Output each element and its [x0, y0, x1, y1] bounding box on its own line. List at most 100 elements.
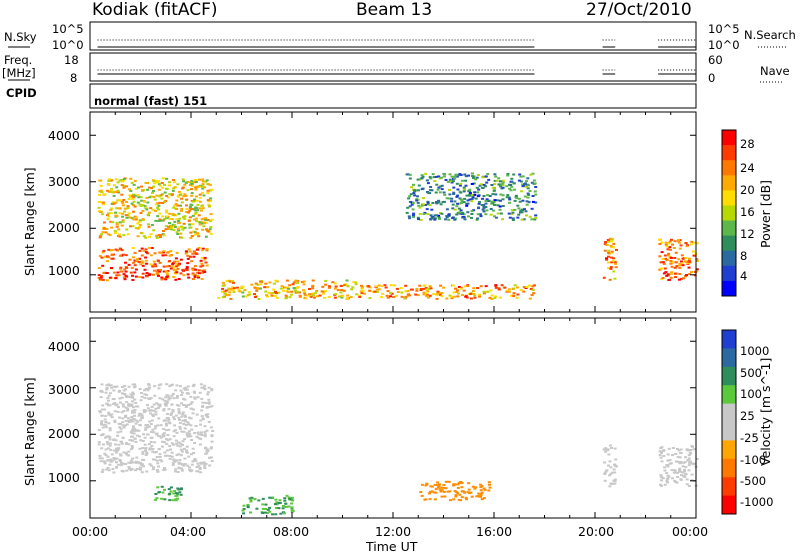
velocity-cell	[127, 466, 131, 469]
power-cell	[489, 213, 493, 216]
power-cell	[154, 219, 158, 222]
velocity-cell	[200, 397, 204, 400]
power-cell	[147, 223, 150, 226]
velocity-cell	[271, 513, 274, 516]
power-cell	[474, 197, 478, 200]
power-cell	[159, 252, 163, 255]
power-cell	[140, 254, 144, 257]
power-cell	[464, 175, 468, 178]
power-cell	[610, 256, 613, 259]
power-cell	[667, 278, 671, 281]
power-cell	[606, 239, 610, 241]
power-cell	[132, 261, 136, 264]
velocity-cell	[671, 447, 675, 449]
power-cell	[110, 191, 114, 194]
power-cell	[134, 218, 138, 221]
power-cell	[520, 208, 524, 211]
velocity-cell	[106, 397, 110, 400]
power-cell	[477, 194, 481, 197]
power-cb-8: 8	[740, 249, 748, 263]
power-cell	[429, 218, 433, 221]
velocity-cell	[604, 448, 608, 451]
power-cell	[200, 191, 204, 194]
power-cell	[687, 266, 691, 269]
cpid-value: normal (fast) 151	[94, 94, 208, 108]
power-cell	[437, 186, 441, 189]
freq-tick-bottom: 8	[70, 71, 78, 85]
velocity-cell	[195, 413, 199, 416]
velocity-cell	[470, 495, 474, 498]
power-cell	[422, 293, 426, 296]
power-cell	[175, 265, 178, 268]
velocity-cell	[184, 406, 188, 408]
velocity-cell	[261, 507, 265, 510]
vel-cb-500: 500	[740, 366, 762, 380]
power-cell	[97, 210, 101, 213]
power-cell	[409, 193, 413, 196]
power-cell	[687, 259, 691, 262]
power-cell	[201, 180, 205, 183]
power-cell	[491, 193, 495, 196]
power-cell	[415, 199, 419, 202]
velocity-cell	[613, 447, 617, 450]
power-cell	[506, 289, 510, 292]
power-cell	[130, 194, 134, 197]
power-cell	[127, 212, 131, 215]
power-cell	[179, 232, 183, 235]
power-cell	[510, 180, 514, 183]
velocity-cell	[132, 418, 136, 420]
power-cell	[498, 199, 502, 202]
power-cell	[358, 296, 362, 298]
power-cell	[525, 286, 529, 288]
velocity-cell	[112, 398, 116, 400]
velocity-cell	[608, 460, 612, 463]
power-cell	[677, 241, 681, 244]
power-cell	[128, 216, 132, 219]
power-cell	[174, 203, 178, 205]
velocity-cell	[100, 408, 104, 411]
velocity-cell	[290, 510, 294, 513]
power-cell	[607, 240, 611, 243]
power-colorbar-swatch	[722, 220, 736, 237]
velocity-cell	[183, 388, 187, 391]
power-cell	[500, 284, 504, 287]
velocity-cell	[666, 453, 670, 456]
power-cell	[609, 267, 613, 270]
power-cell	[525, 185, 529, 188]
power-cell	[200, 218, 204, 221]
power-cell	[153, 182, 157, 185]
power-cell	[190, 194, 194, 197]
power-cell	[132, 204, 135, 207]
power-cell	[193, 274, 197, 277]
power-cell	[152, 264, 156, 267]
power-cell	[129, 271, 133, 274]
velocity-cell	[133, 409, 137, 412]
velocity-cell	[190, 407, 194, 410]
velocity-cell	[98, 454, 102, 457]
velocity-cell	[162, 408, 166, 411]
power-cell	[141, 189, 144, 192]
power-cell	[126, 207, 130, 210]
velocity-cell	[204, 447, 208, 450]
power-cell	[453, 218, 457, 221]
power-cell	[124, 214, 128, 217]
velocity-cell	[167, 396, 171, 399]
power-cell	[519, 289, 523, 291]
cpid-label: CPID	[6, 86, 37, 100]
power-cell	[113, 230, 117, 232]
power-cell	[115, 186, 119, 189]
power-cell	[532, 292, 536, 295]
velocity-cell	[663, 483, 667, 486]
power-cell	[658, 255, 662, 258]
velocity-cell	[171, 408, 175, 411]
nsky-tick-bottom: 10^0	[52, 38, 84, 52]
velocity-cell	[99, 460, 103, 463]
xtick-2000: 20:00	[578, 524, 615, 539]
power-cell	[340, 296, 344, 299]
velocity-cell	[190, 428, 194, 431]
velocity-cell	[144, 387, 148, 390]
velocity-cell	[487, 489, 491, 492]
power-cell	[517, 207, 521, 210]
velocity-cell	[108, 427, 112, 430]
velocity-cell	[171, 392, 175, 395]
